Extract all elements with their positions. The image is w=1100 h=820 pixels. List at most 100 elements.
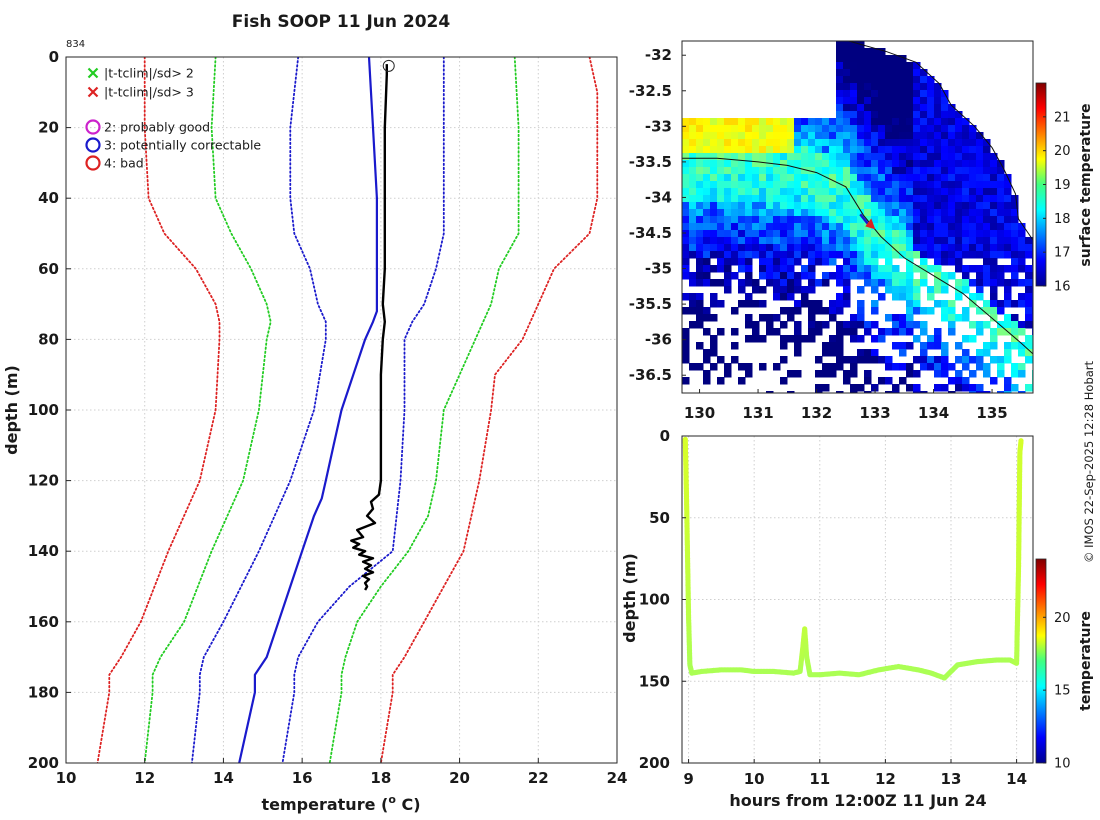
sst-cell bbox=[836, 279, 844, 287]
sst-cell bbox=[703, 314, 711, 322]
sst-cell bbox=[780, 377, 788, 385]
sst-cell bbox=[906, 181, 914, 189]
sst-cell bbox=[885, 174, 893, 182]
sst-cell bbox=[899, 251, 907, 259]
sst-cell bbox=[983, 139, 991, 147]
sst-cell bbox=[948, 321, 956, 329]
sst-cell bbox=[787, 265, 795, 273]
sst-cell bbox=[927, 216, 935, 224]
sst-cell bbox=[710, 188, 718, 196]
sst-cell bbox=[962, 216, 970, 224]
sst-cell bbox=[745, 223, 753, 231]
sst-cell bbox=[1018, 349, 1026, 357]
sst-cell bbox=[794, 244, 802, 252]
sst-cell bbox=[745, 209, 753, 217]
sst-cell bbox=[969, 230, 977, 238]
sst-cell bbox=[682, 132, 690, 140]
sst-cell bbox=[976, 356, 984, 364]
sst-cell bbox=[843, 223, 851, 231]
sst-cell bbox=[1018, 321, 1026, 329]
sst-cell bbox=[808, 328, 816, 336]
sst-cell bbox=[934, 125, 942, 133]
sst-cell bbox=[927, 153, 935, 161]
sst-cell bbox=[738, 216, 746, 224]
sst-cell bbox=[906, 321, 914, 329]
sst-cell bbox=[780, 146, 788, 154]
sst-cell bbox=[794, 153, 802, 161]
sst-cell bbox=[871, 174, 879, 182]
sst-cell bbox=[682, 328, 690, 336]
sst-cell bbox=[815, 356, 823, 364]
sst-cell bbox=[850, 132, 858, 140]
sst-cell bbox=[885, 244, 893, 252]
sst-cell bbox=[857, 69, 865, 77]
sst-cell bbox=[773, 272, 781, 280]
sst-cell bbox=[878, 279, 886, 287]
sst-cell bbox=[983, 391, 991, 393]
sst-cell bbox=[857, 55, 865, 63]
sst-cell bbox=[878, 377, 886, 385]
profile-line-clim-1sd-low bbox=[190, 57, 327, 763]
sst-cell bbox=[1025, 335, 1033, 343]
sst-cell bbox=[738, 363, 746, 371]
sst-cell bbox=[682, 307, 690, 315]
sst-cell bbox=[738, 230, 746, 238]
sst-cell bbox=[850, 251, 858, 259]
sst-cell bbox=[836, 272, 844, 280]
sst-cell bbox=[738, 244, 746, 252]
sst-cell bbox=[934, 146, 942, 154]
sst-cell bbox=[759, 195, 767, 203]
sst-cell bbox=[927, 146, 935, 154]
sst-cell bbox=[1004, 293, 1012, 301]
sst-cell bbox=[843, 251, 851, 259]
sst-cell bbox=[913, 104, 921, 112]
sst-cell bbox=[983, 258, 991, 266]
profile-y-label: depth (m) bbox=[2, 365, 21, 455]
sst-cell bbox=[871, 83, 879, 91]
sst-cell bbox=[801, 286, 809, 294]
sst-cell bbox=[745, 160, 753, 168]
sst-cell bbox=[871, 132, 879, 140]
profile-y-tick-label: 180 bbox=[28, 683, 59, 701]
sst-cell bbox=[906, 174, 914, 182]
sst-cell bbox=[731, 146, 739, 154]
sst-cell bbox=[689, 167, 697, 175]
sst-cell bbox=[892, 209, 900, 217]
sst-cell bbox=[878, 209, 886, 217]
sst-cell bbox=[864, 230, 872, 238]
sst-cell bbox=[815, 216, 823, 224]
sst-cell bbox=[822, 216, 830, 224]
sst-cell bbox=[731, 153, 739, 161]
sst-cell bbox=[962, 202, 970, 210]
sst-cell bbox=[780, 230, 788, 238]
sst-cell bbox=[836, 146, 844, 154]
sst-cell bbox=[934, 230, 942, 238]
sst-cell bbox=[857, 111, 865, 119]
sst-cell bbox=[983, 307, 991, 315]
sst-cell bbox=[703, 139, 711, 147]
sst-cell bbox=[913, 181, 921, 189]
sst-cell bbox=[864, 188, 872, 196]
sst-cell bbox=[906, 244, 914, 252]
sst-cell bbox=[731, 167, 739, 175]
sst-cell bbox=[885, 356, 893, 364]
sst-cell bbox=[696, 167, 704, 175]
sst-cell bbox=[864, 62, 872, 70]
sst-cell bbox=[738, 251, 746, 259]
temperature-colorbar bbox=[1035, 558, 1047, 764]
sst-cell bbox=[808, 300, 816, 308]
sst-cell bbox=[794, 300, 802, 308]
sst-cell bbox=[689, 307, 697, 315]
sst-cell bbox=[920, 125, 928, 133]
sst-cell bbox=[710, 237, 718, 245]
sst-cell bbox=[920, 174, 928, 182]
sst-cell bbox=[843, 181, 851, 189]
sst-cell bbox=[920, 244, 928, 252]
sst-cell bbox=[913, 300, 921, 308]
sst-cell bbox=[794, 188, 802, 196]
flag-legend: |t-tclim|/sd> 2|t-tclim|/sd> 32: probabl… bbox=[85, 66, 261, 171]
timeseries-x-tick-label: 10 bbox=[744, 770, 765, 788]
sst-cell bbox=[976, 174, 984, 182]
sst-cell bbox=[682, 237, 690, 245]
